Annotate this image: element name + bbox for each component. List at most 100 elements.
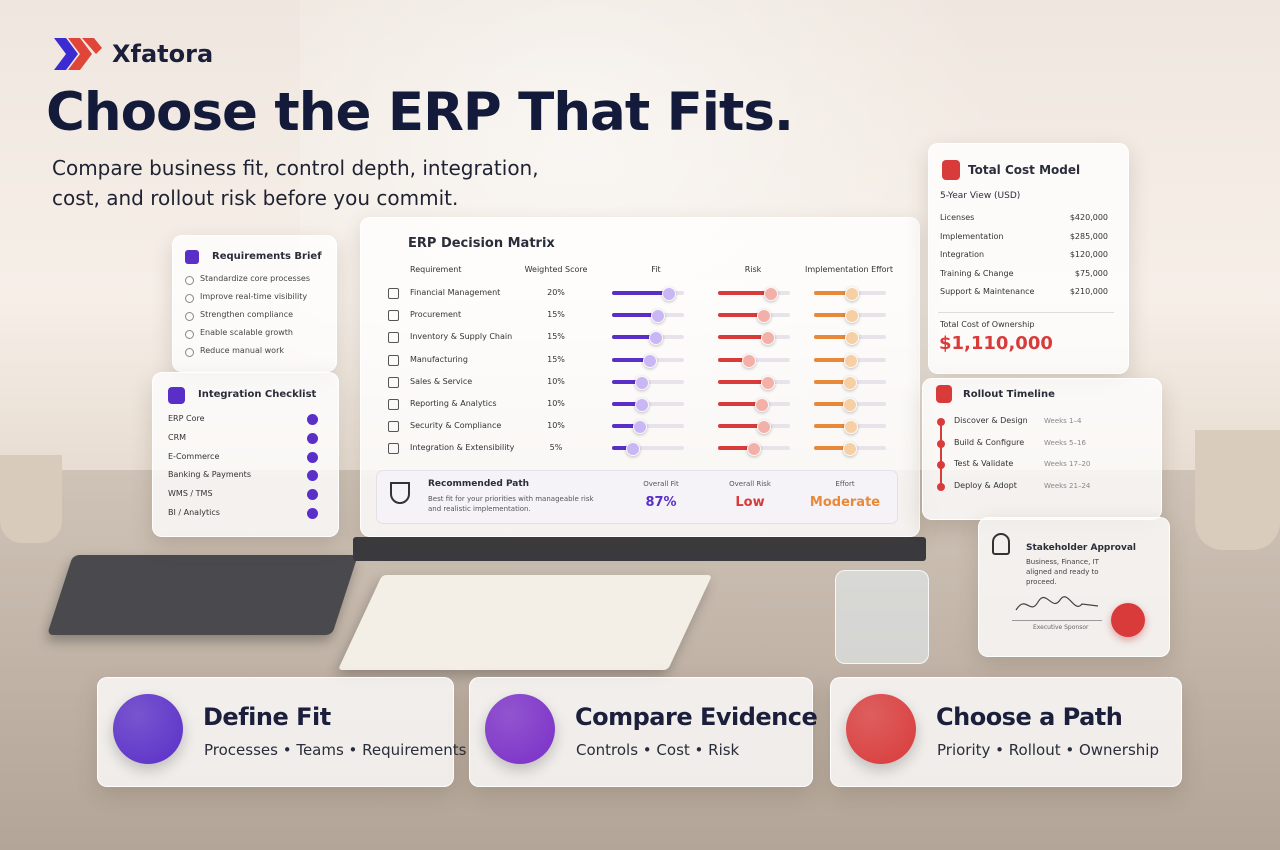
feature-title: Choose a Path <box>936 703 1123 731</box>
slider-knob <box>742 353 757 368</box>
requirement-name: Integration & Extensibility <box>410 443 515 453</box>
timeline-dot <box>937 461 945 469</box>
feature-title: Compare Evidence <box>575 703 818 731</box>
row-icon <box>388 376 399 388</box>
row-icon <box>388 332 399 344</box>
cost-label: Implementation <box>940 231 1004 241</box>
cost-label: Training & Change <box>940 268 1014 278</box>
slider-fill <box>814 291 852 295</box>
slider-knob <box>662 287 677 301</box>
brief-icon <box>185 250 199 264</box>
slider-fill <box>814 379 849 384</box>
slider-fill <box>612 313 657 318</box>
feature-icon <box>846 694 916 764</box>
card-title: Requirements Brief <box>212 251 322 262</box>
cost-label: Support & Maintenance <box>940 287 1035 297</box>
requirement-name: Security & Compliance <box>410 421 502 431</box>
row-icon <box>388 399 399 410</box>
recommendation-description: Best fit for your priorities with manage… <box>428 495 594 513</box>
brief-item: Reduce manual work <box>200 346 284 355</box>
page-title: Choose the ERP That Fits. <box>46 82 794 143</box>
glass <box>835 570 929 664</box>
weight-value: 15% <box>547 332 565 342</box>
slider-knob <box>626 442 641 457</box>
logo-mark <box>54 38 102 70</box>
total-value: $1,110,000 <box>939 333 1053 354</box>
slider-knob <box>845 287 860 301</box>
slider-knob <box>845 309 860 324</box>
slider-knob <box>755 398 770 412</box>
timeline-dot <box>937 418 945 426</box>
matrix-title: ERP Decision Matrix <box>408 236 555 251</box>
cost-amount: $120,000 <box>1069 250 1108 260</box>
requirement-name: Inventory & Supply Chain <box>410 332 513 342</box>
brief-item: Enable scalable growth <box>200 328 293 337</box>
slider-knob <box>634 375 649 390</box>
slider-knob <box>632 420 647 435</box>
slider-fill <box>814 446 849 451</box>
weight-value: 15% <box>547 310 565 320</box>
row-icon <box>388 443 399 455</box>
cost-model-card <box>928 143 1129 374</box>
slider-knob <box>760 375 775 390</box>
checklist-item: WMS / TMS <box>168 489 213 499</box>
slider-knob <box>842 442 857 457</box>
plant-pot-right <box>1195 430 1280 550</box>
slider-fill <box>718 313 763 318</box>
cost-amount: $285,000 <box>1069 231 1108 241</box>
cost-amount: $420,000 <box>1069 213 1108 222</box>
brief-item: Improve real-time visibility <box>200 292 308 301</box>
approval-text: Business, Finance, IT aligned and ready … <box>1026 558 1099 586</box>
card-title: Stakeholder Approval <box>1026 543 1136 553</box>
rollout-timeline-card <box>922 378 1162 520</box>
phase-name: Build & Configure <box>954 437 1025 447</box>
check-badge <box>307 414 318 425</box>
subtitle-line: cost, and rollout risk before you commit… <box>52 186 459 210</box>
feature-icon <box>113 694 183 764</box>
card-title: Integration Checklist <box>198 389 317 400</box>
slider-knob <box>756 420 771 435</box>
slider-fill <box>718 291 770 295</box>
slider-knob <box>649 331 664 346</box>
weight-value: 5% <box>549 443 563 453</box>
slider-fill <box>814 313 852 318</box>
brief-item: Standardize core processes <box>200 274 310 283</box>
slider-fill <box>718 357 749 362</box>
column-header: Requirement <box>410 265 462 274</box>
feature-title: Define Fit <box>203 703 331 731</box>
logo-icon <box>52 36 104 72</box>
slider-fill <box>814 357 850 362</box>
slider-fill <box>718 379 767 384</box>
signature-line <box>1012 620 1102 621</box>
slider-knob <box>760 331 775 346</box>
phase-weeks: Weeks 21–24 <box>1044 481 1091 490</box>
slider-fill <box>814 402 849 406</box>
slider-knob <box>634 398 649 412</box>
phase-name: Discover & Design <box>954 416 1028 425</box>
paper-notepad <box>337 575 713 670</box>
column-header: Risk <box>744 265 762 274</box>
checklist-item: E-Commerce <box>168 451 220 461</box>
check-icon <box>185 312 194 321</box>
slider-knob <box>756 309 771 324</box>
weight-value: 20% <box>547 288 565 297</box>
phase-weeks: Weeks 17–20 <box>1044 460 1091 468</box>
metric-label: Overall Risk <box>729 480 771 488</box>
subtitle-line: Compare business fit, control depth, int… <box>52 156 539 180</box>
checklist-item: CRM <box>168 432 187 442</box>
phase-weeks: Weeks 1–4 <box>1044 417 1082 425</box>
column-header: Fit <box>651 265 661 274</box>
trophy-icon <box>390 482 410 504</box>
checklist-item: ERP Core <box>168 414 205 423</box>
feature-icon <box>485 694 555 764</box>
row-icon <box>388 288 399 299</box>
recommendation-box <box>376 470 898 524</box>
checklist-item: BI / Analytics <box>168 508 220 517</box>
requirements-brief-card <box>172 235 337 372</box>
metric-label: Effort <box>835 480 855 488</box>
slider-fill <box>612 446 633 451</box>
slider-fill <box>612 379 641 384</box>
approved-badge <box>1111 603 1145 637</box>
card-title: Total Cost Model <box>968 163 1081 177</box>
